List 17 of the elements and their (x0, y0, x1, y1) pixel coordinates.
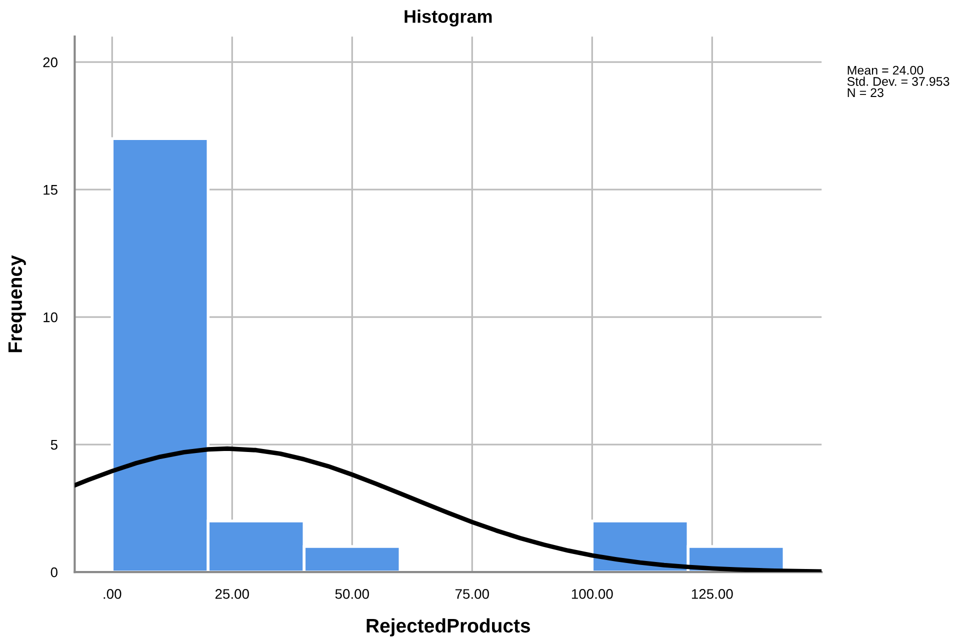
y-tick-label: 10 (44, 312, 58, 322)
text: N = 23 (848, 88, 884, 98)
y-tick-label: 0 (50, 567, 58, 578)
y-tick-label: 15 (44, 185, 58, 195)
chart-title: Histogram (404, 10, 492, 27)
y-tick-label: 5 (50, 440, 58, 450)
text: Mean = 24.00 (848, 66, 924, 75)
x-tick-label: 50.00 (335, 589, 369, 599)
x-tick-label: .00 (104, 589, 122, 599)
y-axis-title: Frequency (8, 255, 26, 352)
y-tick-label: 20 (43, 57, 58, 68)
text: Std. Dev. = 37.953 (847, 76, 950, 86)
x-axis-title: RejectedProducts (366, 618, 530, 636)
x-tick-label: 25.00 (215, 589, 249, 599)
x-tick-label: 75.00 (455, 589, 489, 599)
x-tick-label: 125.00 (692, 589, 733, 599)
x-tick-label: 100.00 (572, 589, 613, 599)
